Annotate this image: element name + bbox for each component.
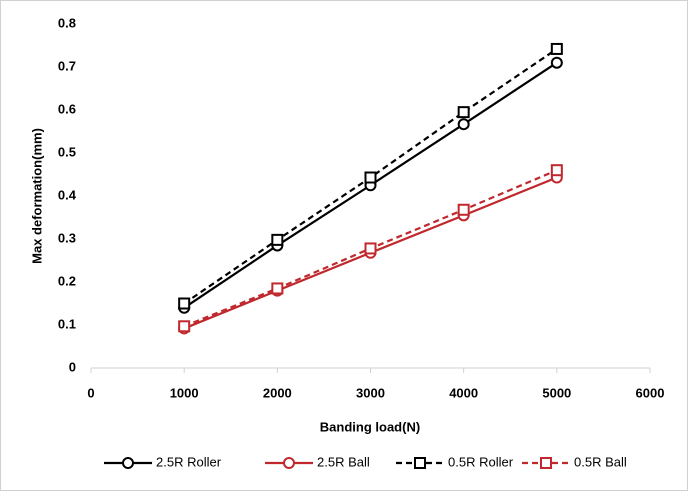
x-tick-label: 0 [87, 385, 94, 400]
marker [271, 282, 284, 295]
y-axis-label: Max deformation(mm) [29, 128, 44, 264]
x-tick-label: 3000 [356, 385, 385, 400]
legend-label: 0.5R Roller [448, 454, 514, 469]
legend-label: 2.5R Ball [317, 454, 370, 469]
legend-marker [122, 457, 134, 469]
y-tick-label: 0.7 [58, 58, 76, 73]
marker [457, 106, 470, 119]
marker [178, 320, 191, 333]
marker [271, 233, 284, 246]
y-tick-label: 0.2 [58, 273, 76, 288]
legend-marker [283, 457, 295, 469]
legend-label: 0.5R Ball [574, 454, 627, 469]
y-tick-label: 0.4 [58, 187, 77, 202]
y-tick-label: 0.6 [58, 101, 76, 116]
legend-label: 2.5R Roller [156, 454, 222, 469]
x-tick-label: 2000 [263, 385, 292, 400]
marker [178, 297, 191, 310]
y-tick-label: 0.1 [58, 316, 76, 331]
y-tick-label: 0.5 [58, 144, 76, 159]
x-tick-label: 6000 [636, 385, 665, 400]
marker [457, 118, 470, 131]
x-tick-label: 5000 [542, 385, 571, 400]
marker [550, 164, 563, 177]
y-tick-label: 0.8 [58, 15, 76, 30]
x-tick-label: 1000 [170, 385, 199, 400]
marker [364, 171, 377, 184]
x-tick-label: 4000 [449, 385, 478, 400]
marker [550, 56, 563, 69]
x-axis-label: Banding load(N) [320, 419, 420, 434]
legend-marker [540, 457, 552, 469]
y-tick-label: 0.3 [58, 230, 76, 245]
legend-marker [414, 457, 426, 469]
marker [364, 242, 377, 255]
y-tick-label: 0 [69, 359, 76, 374]
marker [457, 203, 470, 216]
marker [550, 42, 563, 55]
